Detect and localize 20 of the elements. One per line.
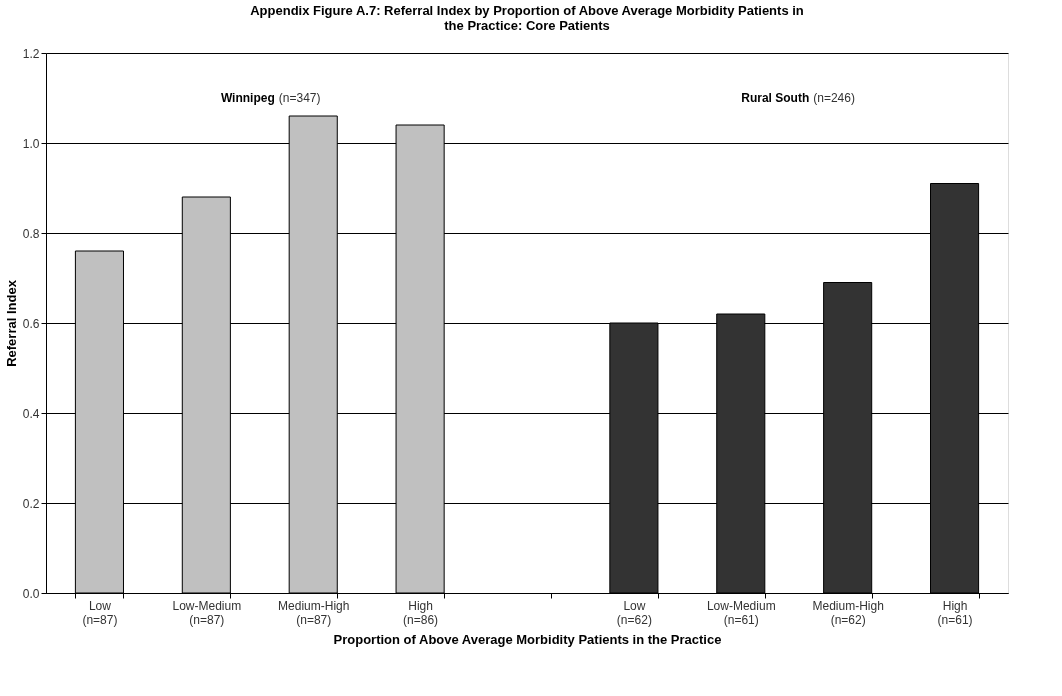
- y-tick-label: 0.8: [22, 226, 40, 241]
- x-axis-title: Proportion of Above Average Morbidity Patients in the Practice: [333, 631, 722, 647]
- x-tick-label: Low-Medium (n=87): [172, 598, 242, 627]
- x-tick-label: Low (n=87): [82, 598, 118, 627]
- x-tick-label: Low-Medium (n=61): [706, 598, 776, 627]
- x-tick-label: Medium-High (n=62): [812, 598, 884, 627]
- text: Winnipeg (n=347): [220, 91, 321, 105]
- x-tick-label: High (n=86): [403, 598, 439, 627]
- chart-title: Appendix Figure A.7: Referral Index by Proportion of Above Average Morbidity Patients in the Practice: Core Patients: [250, 3, 804, 33]
- text: Rural South (n=246): [741, 91, 855, 105]
- x-tick-label: Medium-High (n=87): [278, 598, 350, 627]
- y-tick-label: 0.6: [22, 316, 40, 331]
- y-tick-label: 1.0: [22, 136, 40, 151]
- y-tick-label: 0.2: [22, 496, 40, 511]
- y-tick-label: 0.0: [22, 586, 40, 601]
- x-tick-label: High (n=61): [937, 598, 973, 627]
- y-axis-title: Referral Index: [3, 279, 19, 367]
- y-tick-label: 0.4: [22, 406, 40, 421]
- x-tick-label: Low (n=62): [616, 598, 652, 627]
- y-tick-label: 1.2: [22, 46, 40, 61]
